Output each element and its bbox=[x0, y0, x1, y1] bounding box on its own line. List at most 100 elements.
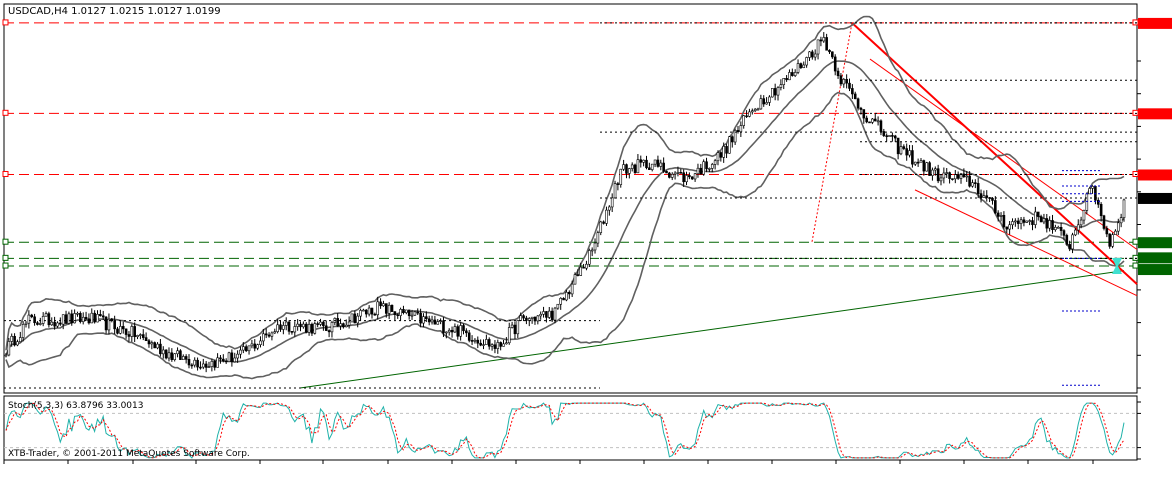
candle-body bbox=[270, 332, 274, 337]
candle-body bbox=[167, 352, 171, 359]
candle-body bbox=[522, 315, 525, 319]
candle-body bbox=[1014, 220, 1017, 223]
candle-body bbox=[344, 324, 348, 328]
candle-body bbox=[419, 312, 422, 324]
candle-body bbox=[710, 164, 714, 169]
candle-body bbox=[633, 164, 637, 174]
candle-body bbox=[447, 329, 451, 333]
candle-body bbox=[39, 323, 42, 325]
candle-body bbox=[1071, 234, 1074, 250]
candle-body bbox=[407, 309, 411, 317]
candle-body bbox=[1088, 188, 1091, 195]
stoch-signal-line bbox=[5, 402, 1125, 459]
candle-body bbox=[293, 326, 297, 333]
candle-body bbox=[445, 331, 448, 334]
candle-body bbox=[456, 326, 460, 337]
candle-body bbox=[1105, 228, 1109, 235]
candle-body bbox=[342, 323, 345, 328]
candle-body bbox=[728, 136, 731, 154]
candle-body bbox=[422, 316, 425, 324]
candle-body bbox=[1108, 233, 1112, 247]
candle-body bbox=[913, 161, 917, 165]
candle-body bbox=[147, 340, 151, 345]
candle-body bbox=[659, 162, 663, 167]
candle-body bbox=[953, 174, 957, 180]
candle-body bbox=[359, 310, 362, 317]
candle-body bbox=[928, 162, 931, 176]
candle-body bbox=[945, 172, 949, 174]
down-arrow-marker bbox=[1112, 258, 1122, 268]
candle-body bbox=[61, 314, 65, 325]
candle-body bbox=[465, 330, 468, 334]
up-arrow-marker bbox=[1112, 264, 1122, 274]
candle-body bbox=[1076, 224, 1080, 231]
candle-body bbox=[339, 323, 342, 327]
candle-body bbox=[493, 344, 497, 349]
candle-body bbox=[496, 342, 500, 349]
candle-body bbox=[247, 345, 251, 352]
band-upper bbox=[5, 15, 1125, 351]
candle-body bbox=[130, 326, 134, 337]
candle-body bbox=[994, 200, 997, 214]
candle-body bbox=[896, 137, 900, 155]
candle-body bbox=[782, 78, 786, 85]
candle-body bbox=[708, 168, 711, 170]
candle-body bbox=[871, 118, 874, 123]
candle-body bbox=[196, 359, 199, 368]
candle-body bbox=[785, 78, 788, 81]
candle-body bbox=[996, 212, 1000, 217]
candle-body bbox=[279, 324, 282, 330]
candle-body bbox=[1096, 199, 1100, 205]
candle-body bbox=[16, 341, 19, 346]
candle-body bbox=[959, 173, 963, 179]
candle-body bbox=[833, 56, 837, 72]
candle-body bbox=[588, 250, 591, 265]
candle-body bbox=[690, 176, 694, 180]
candle-body bbox=[181, 356, 185, 360]
candle-body bbox=[93, 312, 96, 323]
candle-body bbox=[1122, 199, 1126, 218]
candle-body bbox=[256, 344, 259, 349]
candle-body bbox=[313, 323, 317, 334]
price-tag-box bbox=[1138, 108, 1172, 120]
candle-body bbox=[27, 314, 31, 324]
candle-body bbox=[911, 150, 914, 165]
candle-body bbox=[831, 51, 834, 58]
candle-body bbox=[316, 323, 319, 325]
candle-body bbox=[13, 335, 16, 346]
candle-body bbox=[753, 108, 757, 112]
candle-body bbox=[756, 108, 760, 111]
candle-body bbox=[41, 315, 45, 324]
candle-body bbox=[222, 358, 225, 362]
candle-body bbox=[322, 321, 325, 327]
candle-body bbox=[882, 131, 886, 136]
candle-body bbox=[556, 303, 560, 309]
candle-body bbox=[425, 316, 428, 320]
candle-body bbox=[811, 51, 814, 58]
candle-body bbox=[161, 349, 165, 355]
main-panel-frame bbox=[3, 3, 1138, 394]
candle-body bbox=[750, 110, 754, 113]
price-tag-box bbox=[1138, 17, 1172, 29]
candle-body bbox=[296, 323, 299, 327]
candle-body bbox=[642, 159, 645, 163]
candle-body bbox=[1034, 211, 1037, 225]
candle-body bbox=[919, 160, 923, 163]
candle-body bbox=[59, 322, 62, 325]
candle-body bbox=[379, 301, 382, 307]
price-tag-box bbox=[1138, 264, 1172, 276]
candle-body bbox=[170, 352, 174, 360]
candle-body bbox=[839, 75, 843, 85]
candle-body bbox=[893, 135, 897, 139]
candle-body bbox=[702, 161, 705, 175]
indicator-panel-frame bbox=[3, 395, 1138, 461]
candle-body bbox=[536, 315, 540, 322]
candle-body bbox=[679, 172, 683, 174]
candle-body bbox=[1079, 219, 1083, 226]
candle-body bbox=[264, 333, 268, 336]
candle-body bbox=[393, 311, 397, 315]
candle-body bbox=[53, 321, 56, 327]
candle-body bbox=[473, 339, 477, 342]
candle-body bbox=[233, 357, 237, 363]
